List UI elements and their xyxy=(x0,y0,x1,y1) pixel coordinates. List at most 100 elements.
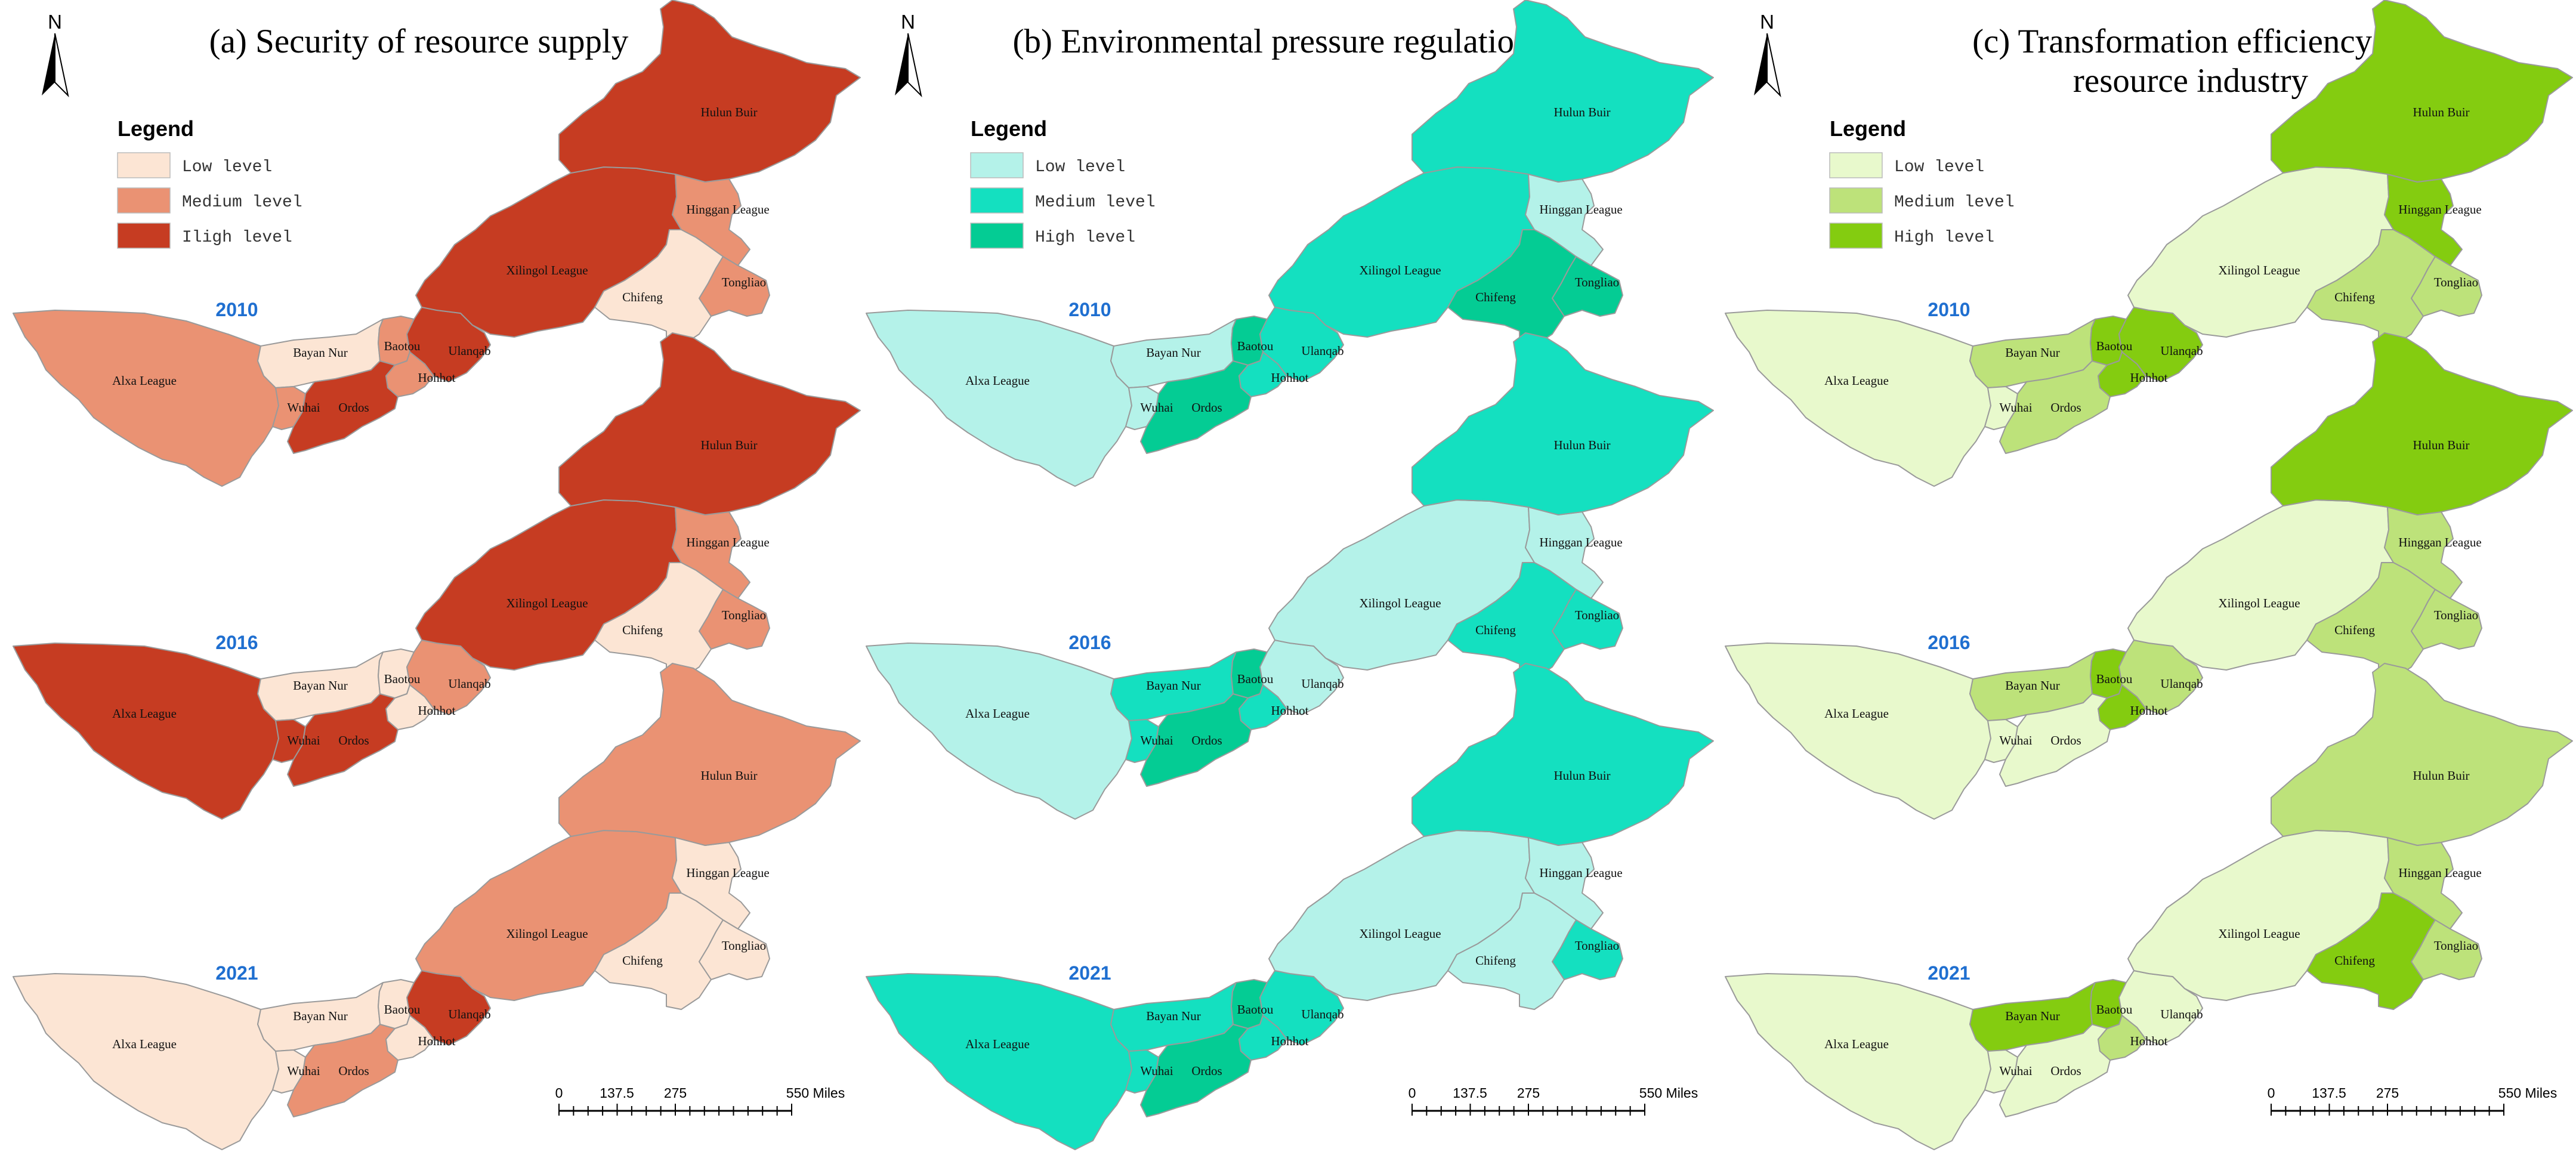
legend-swatch xyxy=(1829,152,1883,178)
region-label-bayan: Bayan Nur xyxy=(1146,345,1201,360)
north-arrow-left-half xyxy=(42,33,55,95)
region-hinggan xyxy=(672,506,750,599)
region-label-ulanqab: Ulanqab xyxy=(1301,677,1343,691)
scale-tick-label: 275 xyxy=(664,1085,687,1101)
region-label-bayan: Bayan Nur xyxy=(1146,678,1201,693)
legend-swatch xyxy=(117,187,171,214)
region-label-hohhot: Hohhot xyxy=(418,1034,456,1048)
region-label-xilingol: Xilingol League xyxy=(2218,263,2300,277)
region-alxa xyxy=(866,643,1132,820)
region-ordos xyxy=(287,693,399,787)
region-label-ordos: Ordos xyxy=(2050,1064,2081,1078)
region-label-wuhai: Wuhai xyxy=(1999,1064,2032,1078)
region-label-tongliao: Tongliao xyxy=(722,608,766,622)
region-label-ulanqab: Ulanqab xyxy=(1301,344,1343,358)
region-label-ordos: Ordos xyxy=(2050,733,2081,748)
legend-label: Low level xyxy=(182,158,272,177)
map-2021: Alxa League Bayan Nur Wuhai Ordos Baotou Hohh… xyxy=(1725,663,2573,1150)
region-hinggan xyxy=(1525,837,1604,929)
scale-tick-label: 137.5 xyxy=(2312,1085,2346,1101)
region-label-ordos: Ordos xyxy=(1191,400,1222,415)
year-label: 2016 xyxy=(1928,632,1970,653)
region-label-xilingol: Xilingol League xyxy=(1359,596,1441,610)
region-label-alxa: Alxa League xyxy=(112,1037,177,1051)
region-label-wuhai: Wuhai xyxy=(1999,400,2032,415)
region-label-ordos: Ordos xyxy=(1191,1064,1222,1078)
legend-heading: Legend xyxy=(1830,116,1906,141)
region-hohhot xyxy=(2098,351,2146,397)
map-2021: Alxa League Bayan Nur Wuhai Ordos Baotou Hohh… xyxy=(13,663,861,1150)
region-hohhot xyxy=(385,684,434,730)
legend-label: High level xyxy=(1894,228,1994,247)
region-label-ulanqab: Ulanqab xyxy=(448,677,490,691)
legend-label: Low level xyxy=(1894,158,1984,177)
legend-label: Medium level xyxy=(1035,193,1156,212)
region-hinggan xyxy=(1525,174,1604,266)
north-arrow-right-half xyxy=(1766,33,1781,98)
legend-swatch xyxy=(970,223,1024,249)
region-label-hohhot: Hohhot xyxy=(2130,1034,2168,1048)
region-alxa xyxy=(1725,973,1991,1150)
region-label-ordos: Ordos xyxy=(338,733,369,748)
scale-tick-label: 137.5 xyxy=(1453,1085,1487,1101)
scale-tick-label: 275 xyxy=(2376,1085,2399,1101)
region-hinggan xyxy=(2384,174,2463,266)
map-2016: Alxa League Bayan Nur Wuhai Ordos Baotou Hohh… xyxy=(13,332,861,820)
region-label-ordos: Ordos xyxy=(338,1064,369,1078)
year-label: 2021 xyxy=(1068,962,1111,984)
scale-tick-label: 137.5 xyxy=(600,1085,634,1101)
region-label-chifeng: Chifeng xyxy=(622,290,663,304)
region-label-ulanqab: Ulanqab xyxy=(2160,677,2203,691)
region-label-chifeng: Chifeng xyxy=(1475,953,1516,968)
region-ordos xyxy=(287,1024,399,1117)
region-label-bayan: Bayan Nur xyxy=(293,345,348,360)
region-label-alxa: Alxa League xyxy=(1824,373,1889,388)
year-label: 2010 xyxy=(1068,299,1111,320)
region-hulun xyxy=(558,332,861,515)
region-label-wuhai: Wuhai xyxy=(287,733,320,748)
panel-c: N (c) Transformation efficiency ofresourc… xyxy=(1725,0,2573,1150)
year-label: 2010 xyxy=(1928,299,1970,320)
region-tongliao xyxy=(2411,256,2482,317)
panel-title: (b) Environmental pressure regulation xyxy=(1013,23,1531,60)
region-label-baotou: Baotou xyxy=(2096,672,2133,686)
region-label-ulanqab: Ulanqab xyxy=(448,344,490,358)
region-hulun xyxy=(558,663,861,846)
legend-swatch xyxy=(117,223,171,249)
region-label-xilingol: Xilingol League xyxy=(506,596,588,610)
region-hinggan xyxy=(672,837,750,929)
north-arrow-left-half xyxy=(1754,33,1767,95)
region-hohhot xyxy=(1238,351,1287,397)
region-alxa xyxy=(866,310,1132,487)
legend: Legend Low level Medium level Iligh level xyxy=(117,116,302,249)
region-label-hinggan: Hinggan League xyxy=(1539,202,1622,217)
region-label-hinggan: Hinggan League xyxy=(2398,202,2481,217)
panel-title: (a) Security of resource supply xyxy=(209,23,629,60)
region-label-wuhai: Wuhai xyxy=(287,1064,320,1078)
region-label-tongliao: Tongliao xyxy=(1575,275,1619,289)
region-label-tongliao: Tongliao xyxy=(2434,608,2478,622)
scale-bar: 0 137.5 275 550 Miles xyxy=(555,1085,845,1116)
legend-label: Medium level xyxy=(1894,193,2015,212)
region-tongliao xyxy=(2411,589,2482,650)
region-label-hinggan: Hinggan League xyxy=(1539,866,1622,880)
region-label-baotou: Baotou xyxy=(384,339,421,353)
region-label-hinggan: Hinggan League xyxy=(2398,866,2481,880)
map-2016: Alxa League Bayan Nur Wuhai Ordos Baotou Hohh… xyxy=(866,332,1714,820)
north-arrow-label: N xyxy=(48,11,62,33)
region-hohhot xyxy=(2098,684,2146,730)
region-tongliao xyxy=(699,589,770,650)
region-label-wuhai: Wuhai xyxy=(1140,400,1173,415)
region-label-wuhai: Wuhai xyxy=(287,400,320,415)
region-label-ordos: Ordos xyxy=(1191,733,1222,748)
region-label-wuhai: Wuhai xyxy=(1140,733,1173,748)
region-ordos xyxy=(1999,693,2111,787)
region-label-baotou: Baotou xyxy=(2096,1002,2133,1017)
region-label-ulanqab: Ulanqab xyxy=(2160,1007,2203,1021)
region-label-bayan: Bayan Nur xyxy=(2005,345,2060,360)
region-label-bayan: Bayan Nur xyxy=(2005,1009,2060,1023)
scale-tick-label: 550 Miles xyxy=(1639,1085,1698,1101)
region-label-hinggan: Hinggan League xyxy=(686,202,769,217)
region-label-hohhot: Hohhot xyxy=(1271,703,1309,718)
legend-label: High level xyxy=(1035,228,1135,247)
